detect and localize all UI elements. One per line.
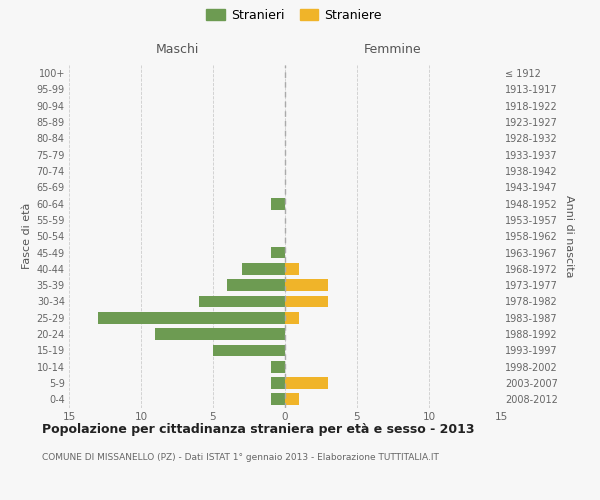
Bar (199, 296, 285, 308)
Bar (285, 280, 328, 291)
Text: Maschi: Maschi (155, 43, 199, 56)
Bar (271, 377, 285, 389)
Y-axis label: Fasce di età: Fasce di età (22, 203, 32, 270)
Bar (271, 394, 285, 405)
Bar (98, 312, 285, 324)
Y-axis label: Anni di nascita: Anni di nascita (563, 195, 574, 278)
Text: COMUNE DI MISSANELLO (PZ) - Dati ISTAT 1° gennaio 2013 - Elaborazione TUTTITALIA: COMUNE DI MISSANELLO (PZ) - Dati ISTAT 1… (42, 452, 439, 462)
Bar (271, 246, 285, 258)
Bar (271, 361, 285, 372)
Bar (271, 198, 285, 209)
Bar (213, 344, 285, 356)
Bar (242, 263, 285, 274)
Bar (285, 377, 328, 389)
Bar (285, 312, 299, 324)
Text: Popolazione per cittadinanza straniera per età e sesso - 2013: Popolazione per cittadinanza straniera p… (42, 422, 475, 436)
Bar (155, 328, 285, 340)
Text: Femmine: Femmine (364, 43, 422, 56)
Bar (285, 263, 299, 274)
Legend: Stranieri, Straniere: Stranieri, Straniere (203, 6, 385, 24)
Bar (285, 296, 328, 308)
Bar (227, 280, 285, 291)
Bar (285, 394, 299, 405)
